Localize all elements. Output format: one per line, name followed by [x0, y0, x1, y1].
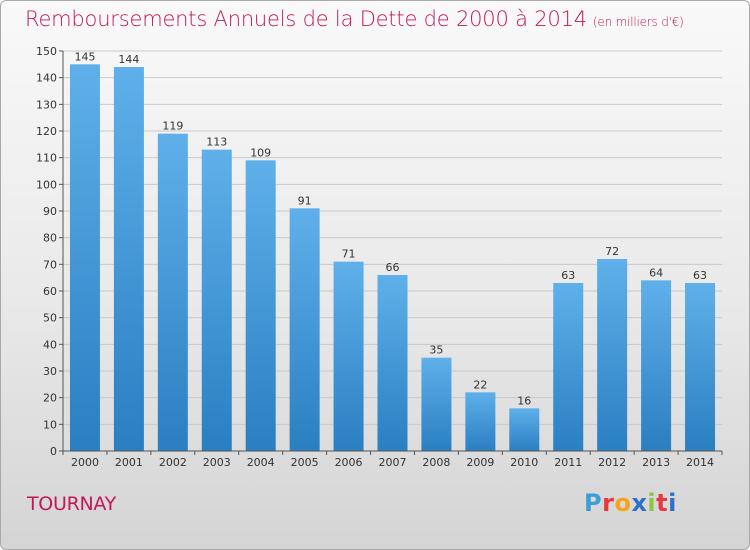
bar-value-label: 145	[74, 50, 95, 63]
y-tick-label: 70	[43, 258, 57, 271]
bar	[553, 283, 584, 451]
axes	[59, 50, 723, 455]
chart-title: Remboursements Annuels de la Dette de 20…	[25, 7, 684, 31]
x-tick-label: 2011	[554, 456, 582, 469]
x-tick-label: 2007	[379, 456, 407, 469]
logo-letter: t	[656, 489, 669, 517]
y-tick-label: 40	[43, 338, 57, 351]
bar	[597, 259, 628, 451]
logo-letter: x	[631, 489, 648, 517]
bar-value-label: 22	[473, 378, 487, 391]
x-tick-label: 2012	[598, 456, 626, 469]
x-tick-label: 2000	[71, 456, 99, 469]
y-tick-label: 60	[43, 285, 57, 298]
y-tick-label: 100	[36, 178, 57, 191]
logo-letter: i	[647, 489, 657, 517]
logo-letter: P	[584, 489, 603, 517]
bar	[333, 261, 364, 451]
bar	[465, 392, 496, 451]
y-tick-label: 120	[36, 125, 57, 138]
x-tick-label: 2001	[115, 456, 143, 469]
y-tick-label: 30	[43, 365, 57, 378]
bar	[377, 275, 408, 451]
x-tick-label: 2013	[642, 456, 670, 469]
y-tick-label: 10	[43, 418, 57, 431]
bar-value-label: 63	[561, 269, 575, 282]
bars	[69, 64, 716, 452]
bar	[289, 208, 320, 451]
bar-value-label: 113	[206, 136, 227, 149]
bar	[113, 67, 144, 451]
bar	[245, 160, 276, 452]
proxiti-logo: Proxiti	[584, 489, 677, 517]
logo-letter: o	[614, 489, 632, 517]
x-tick-label: 2009	[466, 456, 494, 469]
y-tick-label: 140	[36, 72, 57, 85]
bar	[69, 64, 100, 452]
bar	[421, 357, 452, 451]
x-tick-label: 2006	[335, 456, 363, 469]
y-tick-label: 90	[43, 205, 57, 218]
labels: 0 10 20 30 40 50 60 70 80 90 100 110 120 130 140 150 145…	[36, 45, 714, 469]
y-tick-label: 130	[36, 98, 57, 111]
x-tick-label: 2008	[422, 456, 450, 469]
bar-value-label: 64	[649, 266, 663, 279]
x-tick-label: 2014	[686, 456, 714, 469]
x-tick-label: 2005	[291, 456, 319, 469]
bar	[509, 408, 540, 451]
y-tick-label: 20	[43, 392, 57, 405]
bar-value-label: 72	[605, 245, 619, 258]
bar-value-label: 66	[386, 261, 400, 274]
logo-letter: r	[602, 489, 615, 517]
bar-value-label: 35	[429, 344, 443, 357]
bar-value-label: 144	[118, 53, 139, 66]
commune-name: TOURNAY	[27, 493, 116, 515]
y-tick-label: 110	[36, 152, 57, 165]
logo-letter: i	[668, 489, 677, 517]
bar-value-label: 109	[250, 146, 271, 159]
bar	[201, 149, 232, 451]
bar	[157, 133, 188, 451]
bar-value-label: 91	[298, 194, 312, 207]
x-tick-label: 2002	[159, 456, 187, 469]
chart-title-text: Remboursements Annuels de la Dette de 20…	[25, 7, 587, 31]
bar	[685, 283, 716, 451]
x-tick-label: 2004	[247, 456, 275, 469]
y-tick-label: 0	[50, 445, 57, 458]
chart-subtitle: (en milliers d'€)	[592, 15, 684, 29]
bar	[641, 280, 672, 451]
bar-value-label: 16	[517, 394, 531, 407]
y-tick-label: 150	[36, 45, 57, 58]
bar-value-label: 71	[342, 248, 356, 261]
bar-value-label: 119	[162, 120, 183, 133]
x-tick-label: 2010	[510, 456, 538, 469]
x-tick-label: 2003	[203, 456, 231, 469]
y-tick-label: 80	[43, 232, 57, 245]
y-tick-label: 50	[43, 312, 57, 325]
bar-value-label: 63	[693, 269, 707, 282]
